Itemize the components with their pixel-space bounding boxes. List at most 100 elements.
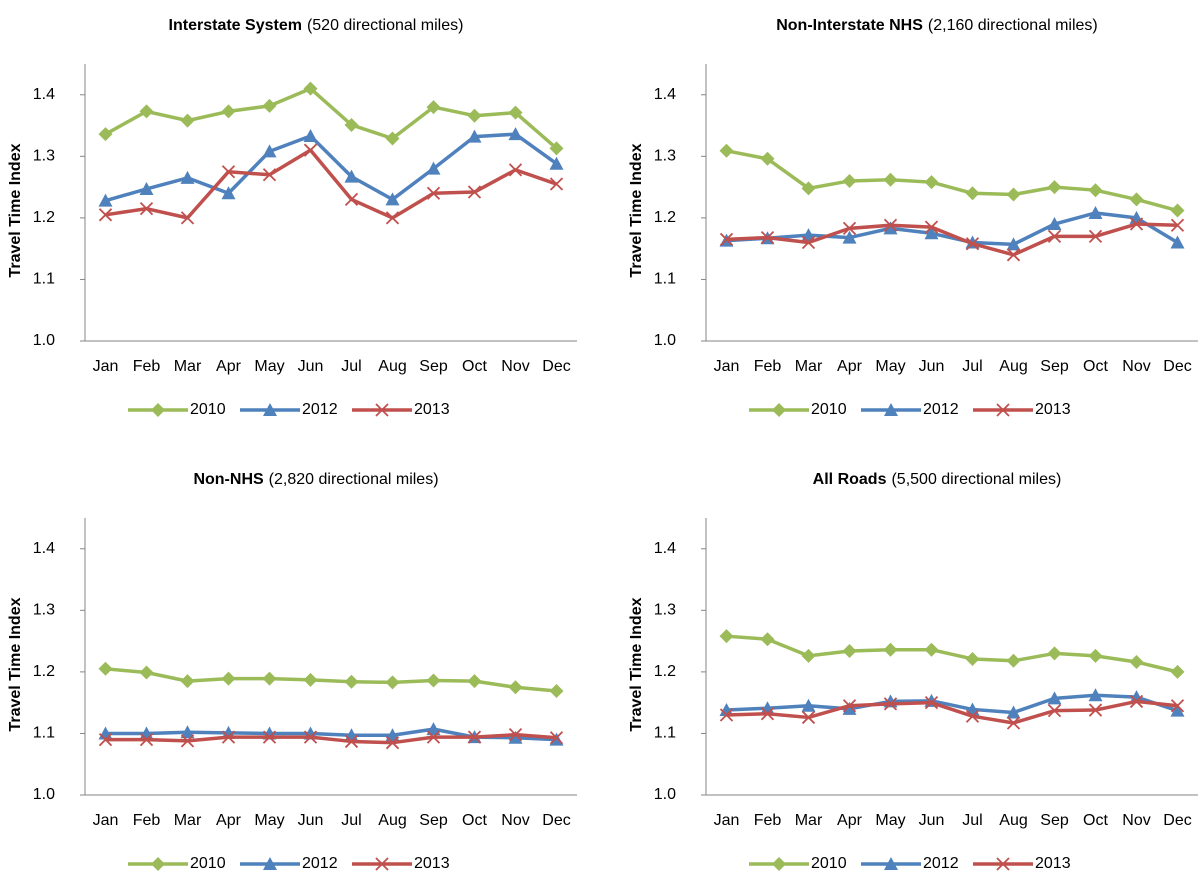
marker-x	[467, 730, 482, 744]
marker-triangle	[1047, 217, 1062, 231]
marker-x	[426, 730, 441, 744]
marker-diamond	[719, 629, 734, 644]
marker-diamond	[842, 643, 857, 658]
subplot: Interstate System (520 directional miles)…	[7, 17, 577, 418]
x-tick-label: Jan	[93, 812, 119, 829]
marker-x	[996, 857, 1010, 871]
marker-x	[1047, 704, 1062, 718]
x-tick-label: Apr	[216, 812, 242, 829]
y-tick-label: 1.1	[33, 725, 55, 742]
title-bold: Non-NHS	[193, 471, 264, 488]
marker-x	[426, 186, 441, 200]
x-tick-label: Jan	[714, 358, 740, 375]
chart-title: Non-NHS (2,820 directional miles)	[193, 471, 438, 488]
y-tick-label: 1.3	[33, 602, 55, 619]
y-tick-label: 1.0	[654, 786, 676, 803]
legend-label: 2010	[190, 401, 226, 418]
marker-diamond	[924, 642, 939, 657]
chart-title: Interstate System (520 directional miles)	[169, 17, 464, 34]
marker-triangle	[221, 186, 236, 200]
x-tick-label: Mar	[795, 812, 823, 829]
marker-triangle	[883, 221, 898, 235]
chart-title: Non-Interstate NHS (2,160 directional mil…	[776, 17, 1098, 34]
marker-diamond	[508, 680, 523, 695]
y-tick-label: 1.4	[33, 86, 55, 103]
y-tick-label: 1.4	[33, 540, 55, 557]
marker-triangle	[549, 156, 564, 170]
marker-triangle	[719, 703, 734, 717]
marker-diamond	[467, 674, 482, 689]
marker-diamond	[303, 672, 318, 687]
y-axis-label: Travel Time Index	[628, 597, 645, 731]
y-tick-label: 1.0	[33, 786, 55, 803]
marker-x	[719, 232, 734, 247]
subtitle: (2,160 directional miles)	[928, 17, 1098, 34]
marker-diamond	[1170, 664, 1185, 679]
series-line	[726, 149, 1178, 213]
marker-triangle	[180, 725, 195, 739]
subtitle: (2,820 directional miles)	[269, 471, 439, 488]
x-tick-label: Mar	[174, 812, 202, 829]
legend-label: 2010	[811, 401, 847, 418]
marker-x	[760, 707, 775, 721]
marker-x	[965, 709, 980, 723]
marker-diamond	[262, 671, 277, 686]
marker-triangle	[263, 857, 277, 870]
marker-triangle	[1006, 237, 1021, 251]
marker-diamond	[151, 403, 165, 417]
marker-x	[719, 708, 734, 722]
x-tick-label: Jul	[341, 358, 361, 375]
legend-label: 2012	[302, 855, 338, 872]
marker-diamond	[801, 181, 816, 196]
x-tick-label: Feb	[754, 358, 782, 375]
marker-triangle	[1170, 703, 1185, 717]
marker-x	[262, 168, 277, 182]
marker-x	[1006, 248, 1021, 262]
marker-diamond	[1047, 646, 1062, 661]
y-tick-label: 1.3	[33, 148, 55, 165]
x-tick-label: Aug	[378, 812, 406, 829]
marker-x	[262, 730, 277, 744]
marker-triangle	[139, 181, 154, 195]
marker-diamond	[760, 151, 775, 166]
marker-x	[139, 732, 154, 747]
x-tick-label: Jun	[919, 358, 945, 375]
series-line	[105, 732, 557, 745]
x-tick-label: Oct	[1083, 812, 1108, 829]
marker-x	[221, 165, 236, 179]
marker-triangle	[180, 170, 195, 184]
marker-diamond	[719, 143, 734, 158]
x-tick-label: May	[875, 358, 905, 375]
marker-x	[1088, 229, 1103, 243]
marker-diamond	[1088, 648, 1103, 663]
x-tick-label: Sep	[1040, 358, 1069, 375]
legend-label: 2013	[1035, 855, 1071, 872]
marker-x	[1129, 694, 1144, 709]
marker-x	[344, 192, 359, 207]
legend-label: 2013	[414, 855, 450, 872]
marker-diamond	[883, 642, 898, 657]
y-tick-label: 1.2	[33, 663, 55, 680]
x-tick-label: May	[254, 812, 284, 829]
marker-diamond	[1047, 180, 1062, 195]
x-tick-label: Sep	[1040, 812, 1069, 829]
chart-title: All Roads (5,500 directional miles)	[813, 471, 1062, 488]
marker-x	[996, 403, 1010, 417]
x-tick-label: Mar	[174, 358, 202, 375]
marker-triangle	[842, 701, 857, 715]
marker-diamond	[965, 651, 980, 666]
x-tick-label: Feb	[754, 812, 782, 829]
marker-diamond	[426, 673, 441, 688]
x-tick-label: Aug	[999, 812, 1027, 829]
marker-x	[549, 177, 564, 191]
y-tick-label: 1.3	[654, 148, 676, 165]
legend-label: 2012	[302, 401, 338, 418]
marker-x	[924, 220, 939, 234]
marker-triangle	[303, 129, 318, 143]
y-tick-label: 1.0	[33, 332, 55, 349]
marker-diamond	[924, 175, 939, 190]
marker-triangle	[426, 161, 441, 175]
marker-x	[180, 734, 195, 748]
marker-triangle	[467, 129, 482, 143]
x-tick-label: Nov	[501, 812, 529, 829]
